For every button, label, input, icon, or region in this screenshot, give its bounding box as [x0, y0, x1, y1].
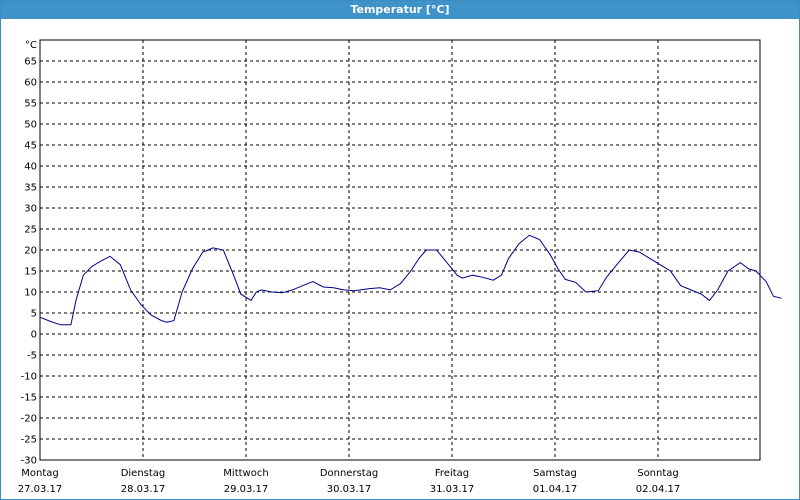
x-day-date-label: 01.04.17 — [533, 484, 578, 495]
y-tick-label: 5 — [31, 309, 37, 320]
x-day-weekday-label: Mittwoch — [223, 468, 268, 479]
x-day-weekday-label: Dienstag — [121, 468, 166, 479]
y-tick-label: 15 — [24, 267, 37, 278]
y-tick-label: -30 — [21, 456, 37, 467]
x-axis-day-labels: Montag 27.03.17 Dienstag 28.03.17 Mittwoch 29… — [18, 468, 681, 495]
y-tick-label: -25 — [21, 435, 37, 446]
x-day-date-label: 29.03.17 — [224, 484, 269, 495]
y-axis-tick-labels: -30 -25 -20 -15 -10 -5 0 5 10 15 20 25 30 35 40 45 50 55 6… — [21, 57, 37, 467]
x-day-weekday-label: Montag — [21, 468, 58, 479]
grid-lines — [40, 40, 760, 461]
y-tick-label: 0 — [31, 330, 37, 341]
y-tick-label: 50 — [24, 120, 37, 131]
chart-title: Temperatur [°C] — [1, 1, 799, 19]
y-tick-label: 20 — [24, 246, 37, 257]
x-day-date-label: 28.03.17 — [121, 484, 166, 495]
y-tick-label: -15 — [21, 393, 37, 404]
y-tick-label: 55 — [24, 99, 37, 110]
y-tick-label: -10 — [21, 372, 37, 383]
y-tick-label: -5 — [27, 351, 37, 362]
y-tick-label: 65 — [24, 57, 37, 68]
y-tick-label: 35 — [24, 183, 37, 194]
y-tick-label: -20 — [21, 414, 37, 425]
y-axis-unit-label: °C — [25, 40, 37, 51]
x-day-date-label: 02.04.17 — [636, 484, 681, 495]
y-tick-label: 30 — [24, 204, 37, 215]
x-day-date-label: 31.03.17 — [430, 484, 475, 495]
x-day-weekday-label: Freitag — [435, 468, 469, 479]
y-tick-label: 45 — [24, 141, 37, 152]
x-day-weekday-label: Donnerstag — [320, 468, 378, 479]
x-day-date-label: 30.03.17 — [327, 484, 372, 495]
temperature-series-line — [39, 234, 782, 326]
x-day-weekday-label: Sonntag — [637, 468, 679, 479]
y-tick-label: 60 — [24, 78, 37, 89]
y-tick-label: 10 — [24, 288, 37, 299]
y-tick-label: 25 — [24, 225, 37, 236]
x-day-weekday-label: Samstag — [533, 468, 577, 479]
y-tick-label: 40 — [24, 162, 37, 173]
x-day-date-label: 27.03.17 — [18, 484, 63, 495]
